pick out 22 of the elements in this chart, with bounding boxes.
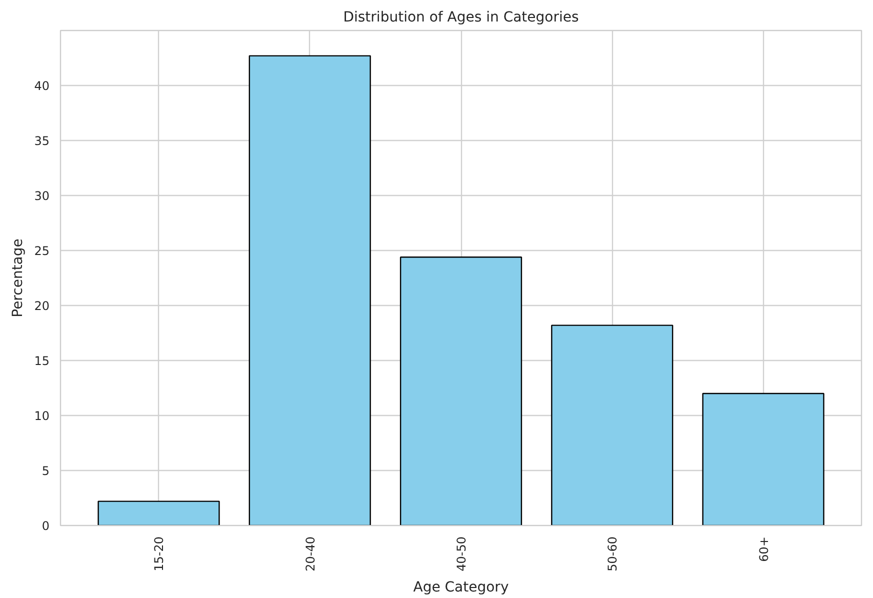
- x-tick-label: 20-40: [303, 536, 318, 572]
- bar: [248, 55, 371, 526]
- x-axis-title: Age Category: [413, 579, 509, 596]
- x-tick-label: 15-20: [152, 536, 166, 572]
- y-tick-label: 40: [34, 79, 50, 93]
- bar: [702, 392, 824, 526]
- x-tick-label: 60+: [756, 536, 771, 562]
- chart-title: Distribution of Ages in Categories: [343, 10, 579, 26]
- x-tick-label: 50-60: [606, 536, 620, 572]
- y-tick-label: 35: [34, 134, 50, 148]
- bar: [400, 256, 522, 526]
- bar: [551, 324, 674, 526]
- y-tick-label: 20: [34, 299, 50, 313]
- y-tick-label: 0: [42, 519, 50, 533]
- y-tick-label: 25: [34, 244, 50, 258]
- bar: [98, 500, 220, 526]
- x-tick-label: 40-50: [454, 536, 468, 572]
- y-tick-label: 10: [34, 409, 50, 423]
- y-tick-label: 30: [34, 189, 50, 203]
- y-axis-title: Percentage: [10, 238, 26, 318]
- y-tick-label: 5: [42, 464, 50, 478]
- y-tick-label: 15: [34, 354, 50, 368]
